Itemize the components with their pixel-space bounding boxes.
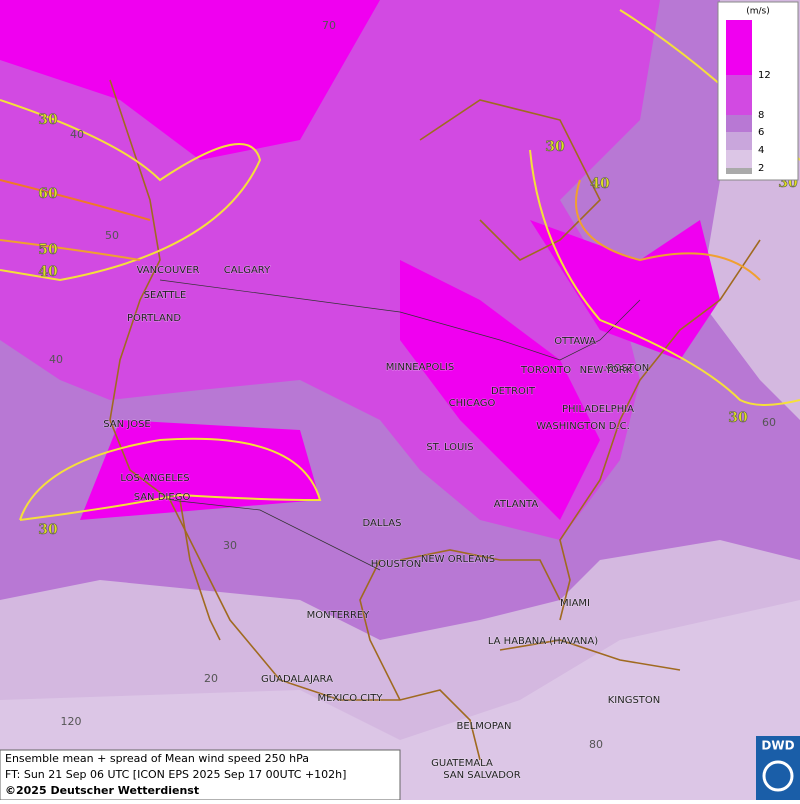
city-label: SAN JOSE — [103, 419, 151, 430]
caption-line: FT: Sun 21 Sep 06 UTC [ICON EPS 2025 Sep… — [5, 768, 346, 781]
contour-label: 30 — [545, 139, 565, 155]
city-label: ATLANTA — [494, 499, 539, 510]
contour-label: 40 — [38, 264, 58, 280]
legend-tick-label: 12 — [758, 70, 771, 81]
grid-label: 40 — [49, 353, 63, 366]
legend-swatch — [726, 115, 752, 132]
contour-label: 40 — [590, 176, 610, 192]
city-label: TORONTO — [520, 365, 571, 376]
city-label: ST. LOUIS — [426, 442, 473, 453]
legend-swatch — [726, 20, 752, 75]
city-label: MINNEAPOLIS — [386, 362, 454, 373]
legend-tick-label: 6 — [758, 127, 764, 138]
contour-label: 30 — [38, 112, 58, 128]
city-label: SEATTLE — [144, 290, 187, 301]
logo-mark — [762, 760, 794, 792]
grid-label: 70 — [322, 19, 336, 32]
grid-label: 120 — [61, 715, 82, 728]
grid-labels: 70 40 50 40 30 20 120 60 80 — [49, 19, 776, 751]
city-labels: VANCOUVER CALGARY SEATTLE PORTLAND MINNEAPOL… — [103, 265, 661, 782]
grid-label: 20 — [204, 672, 218, 685]
grid-label: 30 — [223, 539, 237, 552]
legend-tick-label: 4 — [758, 145, 764, 156]
city-label: SAN DIEGO — [134, 492, 191, 503]
legend-swatch — [726, 150, 752, 168]
city-label: LA HABANA (HAVANA) — [488, 636, 598, 647]
grid-label: 60 — [762, 416, 776, 429]
city-label: DALLAS — [363, 518, 402, 529]
legend-swatch — [726, 168, 752, 174]
legend-swatch — [726, 132, 752, 150]
field-max — [0, 0, 720, 520]
grid-label: 40 — [70, 128, 84, 141]
city-label: GUATEMALA — [431, 758, 493, 769]
legend-unit: (m/s) — [746, 7, 770, 17]
city-label: CALGARY — [224, 265, 271, 276]
legend-tick-label: 8 — [758, 110, 764, 121]
city-label: PORTLAND — [127, 313, 181, 324]
logo-text: DWD — [761, 739, 794, 753]
city-label: KINGSTON — [608, 695, 661, 706]
grid-label: 50 — [105, 229, 119, 242]
city-label: MIAMI — [560, 598, 590, 609]
caption-line: Ensemble mean + spread of Mean wind spee… — [5, 752, 309, 765]
contour-label: 30 — [38, 522, 58, 538]
city-label: SAN SALVADOR — [443, 770, 520, 781]
city-label: WASHINGTON D.C. — [536, 421, 630, 432]
city-label: NEW ORLEANS — [421, 554, 495, 565]
city-label: NEW-YORK — [580, 365, 633, 376]
borders — [159, 279, 641, 571]
legend-swatch — [726, 75, 752, 115]
city-label: VANCOUVER — [137, 265, 200, 276]
city-label: LOS ANGELES — [120, 473, 189, 484]
legend-tick-label: 2 — [758, 163, 764, 174]
grid-label: 80 — [589, 738, 603, 751]
city-label: MONTERREY — [307, 610, 371, 621]
contour-label: 50 — [38, 242, 58, 258]
city-label: HOUSTON — [371, 559, 422, 570]
legend: (m/s) 12 8 6 4 2 — [717, 1, 799, 181]
city-label: BELMOPAN — [457, 721, 512, 732]
city-label: OTTAWA — [554, 336, 596, 347]
caption-line: ©2025 Deutscher Wetterdienst — [5, 784, 199, 797]
city-label: BOSTON — [607, 363, 649, 374]
caption-box — [0, 749, 401, 801]
city-label: PHILADELPHIA — [562, 404, 634, 415]
city-label: GUADALAJARA — [261, 674, 333, 685]
city-label: MEXICO CITY — [318, 693, 384, 704]
city-label: CHICAGO — [449, 398, 496, 409]
city-label: DETROIT — [491, 386, 536, 397]
contour-label: 60 — [38, 186, 58, 202]
contour-label: 30 — [728, 410, 748, 426]
